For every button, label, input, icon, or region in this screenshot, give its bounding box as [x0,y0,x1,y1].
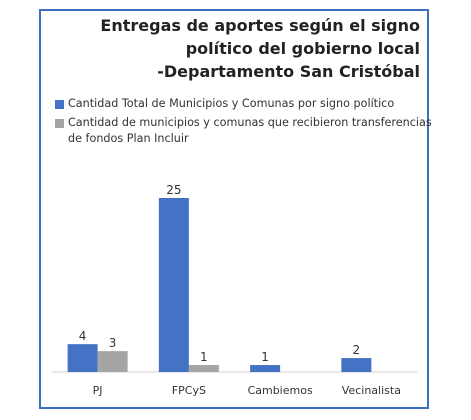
legend-swatch-incluir [55,119,64,128]
chart-title: Entregas de aportes según el signo polít… [60,14,420,83]
data-label-cambiemos-series-0: 1 [261,350,269,364]
legend-swatch-total [55,100,64,109]
bar-pj-series-1 [97,351,128,372]
chart-title-line-3: -Departamento San Cristóbal [157,62,420,81]
chart-title-line-1: Entregas de aportes según el signo [100,16,420,35]
chart-legend: Cantidad Total de Municipios y Comunas p… [52,96,432,150]
chart-title-line-2: político del gobierno local [185,39,420,58]
data-label-vecinalista-series-0: 2 [353,343,361,357]
x-tick-label-cambiemos: Cambiemos [248,384,313,397]
bar-fpcys-series-0 [158,198,189,372]
x-tick-label-pj: PJ [93,384,103,397]
chart-frame [39,9,429,409]
data-label-pj-series-1: 3 [109,336,117,350]
legend-item-total: Cantidad Total de Municipios y Comunas p… [52,96,432,112]
legend-label-incluir: Cantidad de municipios y comunas que rec… [68,116,432,145]
legend-label-total: Cantidad Total de Municipios y Comunas p… [68,97,395,110]
bar-fpcys-series-1 [188,365,219,372]
data-label-pj-series-0: 4 [79,329,87,343]
data-label-fpcys-series-0: 25 [166,183,181,197]
x-tick-label-vecinalista: Vecinalista [342,384,401,397]
bar-vecinalista-series-0 [341,358,372,372]
bar-cambiemos-series-0 [250,365,281,372]
data-label-fpcys-series-1: 1 [200,350,208,364]
legend-item-incluir: Cantidad de municipios y comunas que rec… [52,115,432,147]
x-tick-label-fpcys: FPCyS [172,384,206,397]
bar-pj-series-0 [67,344,98,372]
